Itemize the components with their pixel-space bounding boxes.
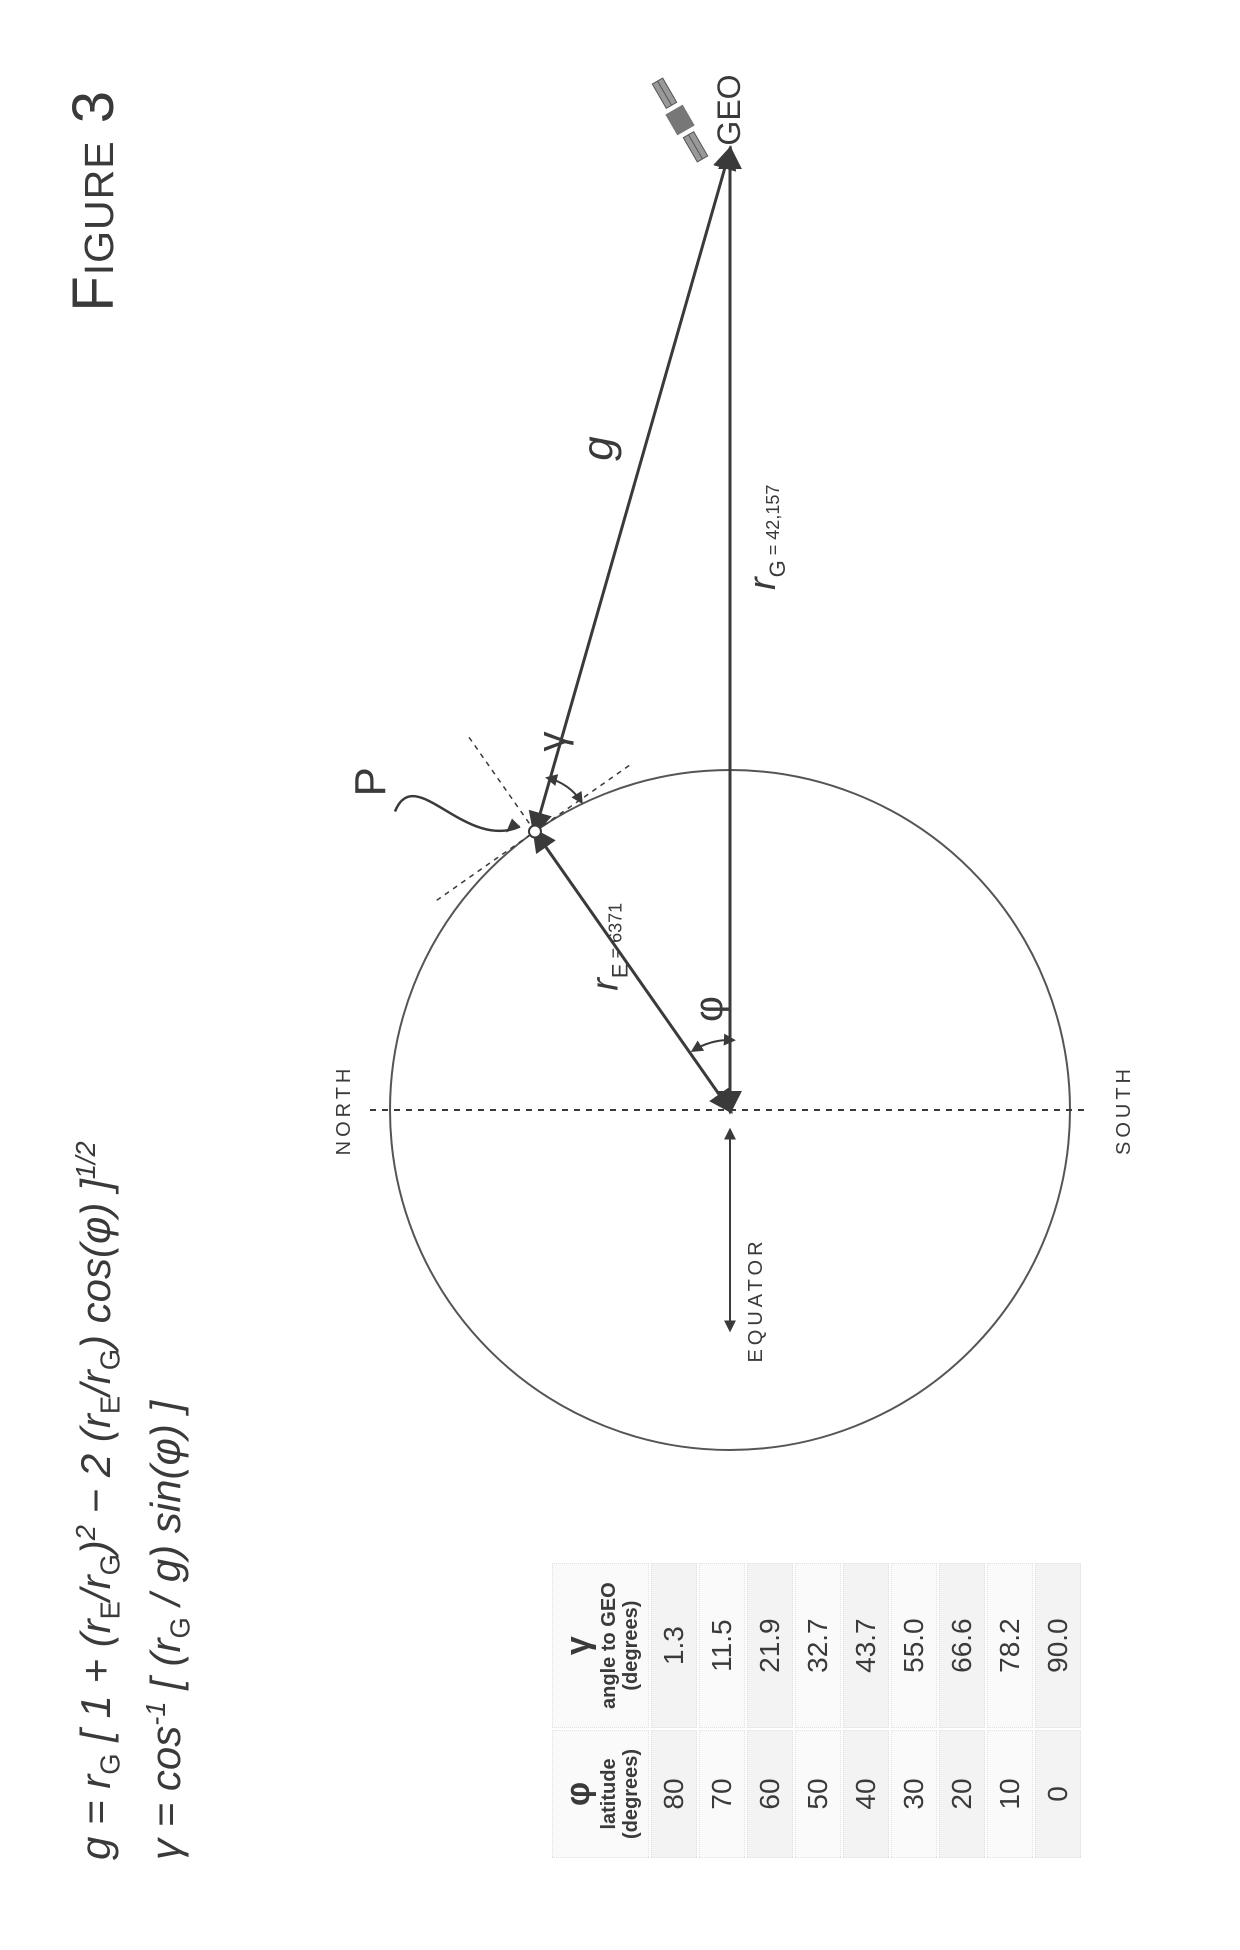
rG-label: rG = 42,157 [742,485,790,590]
P-pointer [395,796,520,831]
table-row: 801.3 [651,1563,697,1858]
table-row: 2066.6 [939,1563,985,1858]
g-label: g [573,436,622,461]
south-label: SOUTH [1113,1065,1135,1155]
table-row: 090.0 [1035,1563,1081,1858]
geo-label: GEO [711,74,747,145]
rE-label: rE = 6371 [584,903,632,991]
table-row: 5032.7 [795,1563,841,1858]
g-line [535,150,730,831]
phi-arc [693,1040,734,1051]
gamma-label: γ [530,731,574,751]
angle-table: φ latitude (degrees) γ angle to GEO (deg… [550,1561,1083,1860]
gamma-arc [547,778,581,802]
col-gamma-header: γ angle to GEO (degrees) [552,1563,649,1728]
radial-extension [466,733,535,831]
table-row: 1078.2 [987,1563,1033,1858]
col-phi-header: φ latitude (degrees) [552,1730,649,1858]
formula-g: g = rG [ 1 + (rE/rG)2 − 2 (rE/rG) cos(φ)… [70,1141,126,1860]
P-label: P [346,767,395,796]
north-label: NORTH [333,1065,355,1156]
table-row: 7011.5 [699,1563,745,1858]
table-row: 6021.9 [747,1563,793,1858]
satellite-icon [649,76,711,164]
table-row: 3055.0 [891,1563,937,1858]
equator-label: EQUATOR [745,1237,767,1362]
formula-gamma: γ = cos-1 [ (rG / g) sin(φ) ] [140,1401,196,1860]
figure-title: Figure 3 [60,90,127,312]
point-P [529,825,541,837]
table-row: 4043.7 [843,1563,889,1858]
geometry-diagram: NORTH SOUTH EQUATOR φ [250,50,1210,1510]
phi-label: φ [687,996,731,1022]
